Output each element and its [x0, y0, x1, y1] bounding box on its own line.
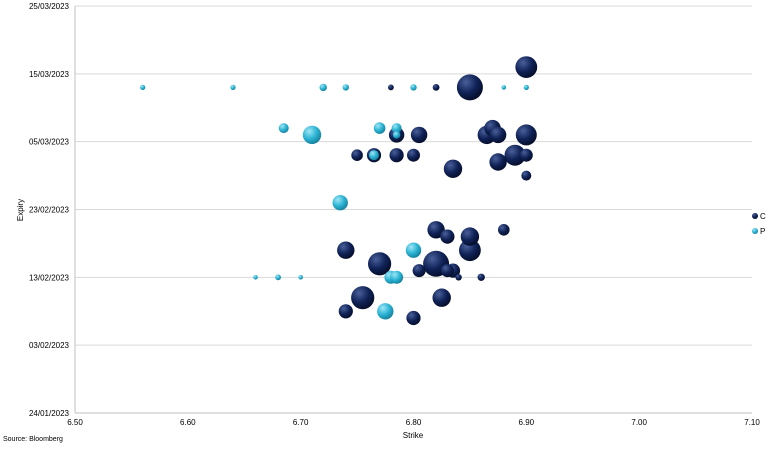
bubble-c: [515, 124, 537, 146]
bubble-c: [338, 304, 353, 319]
bubble-c: [498, 224, 510, 236]
bubble-p: [253, 275, 258, 280]
bubble-c: [455, 274, 462, 281]
bubble-c: [388, 84, 394, 91]
bubble-c: [412, 264, 426, 278]
bubble-c: [440, 264, 454, 278]
bubble-c: [460, 227, 480, 246]
y-tick-label: 03/02/2023: [29, 341, 70, 350]
x-tick-label: 6.70: [293, 418, 309, 427]
y-tick-label: 23/02/2023: [29, 206, 70, 215]
bubble-p: [373, 122, 386, 134]
bubble-p: [369, 150, 379, 161]
bubble-c: [410, 126, 428, 144]
legend-marker-p: [752, 228, 758, 234]
bubble-p: [302, 125, 322, 145]
x-tick-label: 6.60: [180, 418, 196, 427]
bubble-p: [230, 84, 236, 90]
bubble-c: [432, 288, 451, 307]
bubble-c: [456, 74, 483, 101]
bubble-p: [278, 123, 289, 134]
bubble-p: [410, 84, 417, 91]
bubble-p: [390, 270, 404, 284]
x-tick-label: 7.10: [744, 418, 760, 427]
bubble-c: [477, 273, 485, 281]
bubble-p: [342, 84, 349, 91]
bubble-p: [392, 131, 401, 139]
bubble-c: [459, 239, 481, 262]
bubble-c: [504, 144, 526, 166]
bubble-p: [140, 84, 146, 90]
bubble-p: [298, 275, 304, 280]
legend-marker-c: [752, 213, 758, 219]
y-axis-title: Expiry: [16, 199, 25, 221]
y-tick-label: 13/02/2023: [29, 273, 70, 282]
legend-label-c: C: [760, 212, 766, 221]
bubble-c: [389, 148, 404, 163]
bubble-c: [432, 84, 440, 91]
bubble-c: [443, 159, 463, 178]
bubble-p: [332, 195, 348, 211]
bubble-p: [391, 123, 402, 134]
bubble-c: [440, 229, 455, 244]
y-tick-label: 24/01/2023: [29, 409, 70, 418]
data-points: [140, 56, 538, 326]
bubble-c: [351, 149, 363, 161]
legend: CP: [752, 212, 766, 236]
y-tick-label: 05/03/2023: [29, 138, 70, 147]
bubble-c: [407, 148, 420, 162]
bubble-p: [275, 274, 281, 281]
bubble-c: [489, 126, 507, 144]
axes: 24/01/2023 03/02/2023 13/02/2023 23/02/2023…: [29, 2, 760, 427]
bubble-c: [515, 56, 538, 78]
bubble-c: [337, 241, 355, 259]
bubble-c: [368, 252, 392, 276]
y-tick-label: 15/03/2023: [29, 70, 70, 79]
bubble-c: [406, 310, 421, 326]
y-tick-label: 25/03/2023: [29, 2, 70, 11]
x-tick-label: 6.80: [406, 418, 422, 427]
gridlines: [75, 5, 752, 414]
bubble-c: [521, 170, 532, 181]
x-tick-label: 7.00: [631, 418, 647, 427]
bubble-p: [377, 303, 394, 320]
bubble-c: [519, 148, 533, 162]
bubble-p: [405, 242, 422, 258]
x-axis-title: Strike: [403, 431, 424, 440]
bubble-p: [501, 85, 507, 90]
bubble-p: [319, 83, 327, 92]
bubble-c: [351, 286, 375, 310]
bubble-c: [427, 221, 445, 239]
bubble-c: [489, 153, 507, 171]
bubble-p: [523, 84, 529, 90]
source-note: Source: Bloomberg: [3, 436, 63, 443]
x-tick-label: 6.90: [519, 418, 535, 427]
legend-label-p: P: [760, 227, 765, 236]
x-tick-label: 6.50: [67, 418, 83, 427]
